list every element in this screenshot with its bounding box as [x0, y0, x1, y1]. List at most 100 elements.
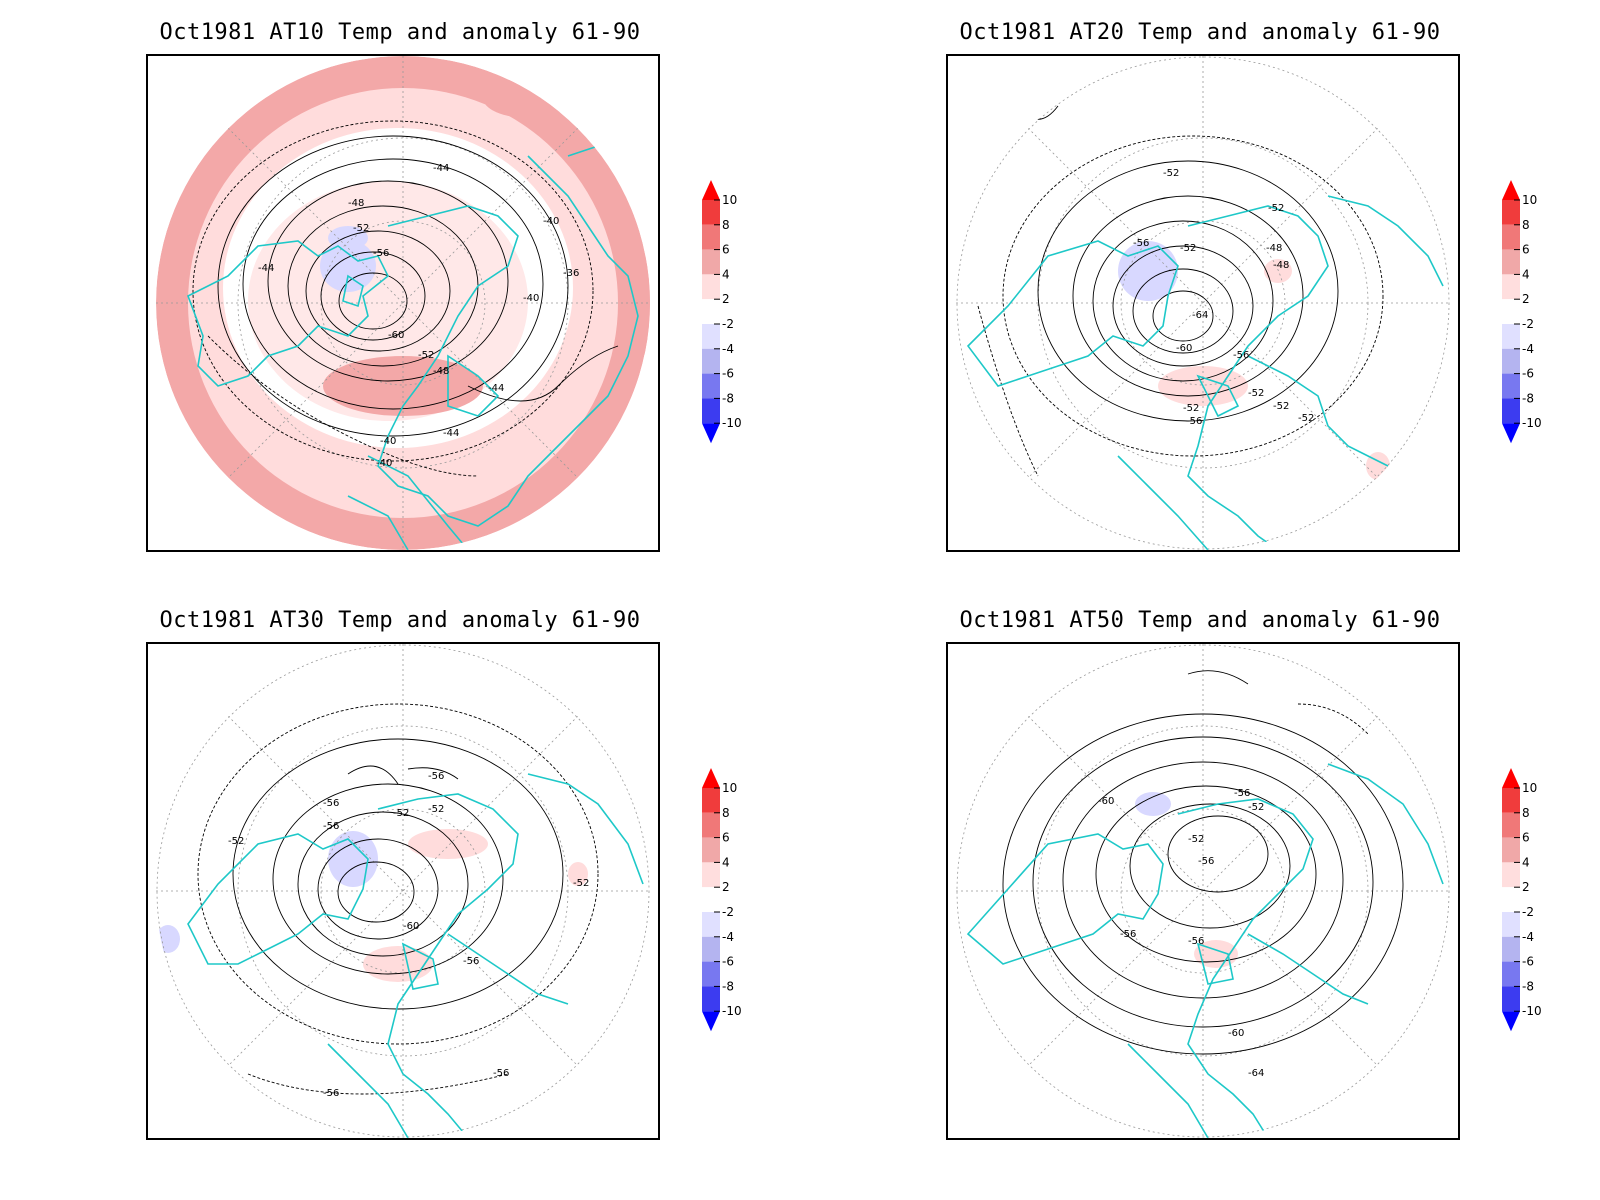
colorbar-swatch — [702, 788, 720, 813]
polar-map: -56 -56 -56 -52 -52 -52 -60 -56 -52 -56 … — [156, 644, 650, 1138]
contour-label: -52 — [393, 808, 409, 819]
colorbar-swatch — [702, 373, 720, 399]
contour-label: -56 — [1186, 416, 1202, 427]
colorbar-swatch — [702, 324, 720, 349]
colorbar-tick-label: -2 — [722, 317, 734, 331]
map-frame: -56 -56 -56 -52 -52 -52 -60 -56 -52 -56 … — [146, 642, 660, 1140]
colorbar-tick-label: 2 — [722, 292, 730, 306]
colorbar-tick-label: 2 — [722, 880, 730, 894]
contour-label: -56 — [323, 798, 339, 809]
colorbar-tick-label: 8 — [1522, 218, 1530, 232]
colorbar-tick-label: 6 — [722, 831, 730, 845]
contour-label: -56 — [1120, 929, 1136, 940]
coastlines — [187, 773, 644, 1138]
colorbar-swatch — [1502, 912, 1520, 937]
isotherms — [1002, 670, 1404, 1055]
panel-title: Oct1981 AT20 Temp and anomaly 61-90 — [959, 20, 1441, 45]
polar-map: -60 -56 -52 -52 -56 -56 -56 -60 -64 — [956, 644, 1450, 1138]
contour-label: -52 — [1248, 388, 1264, 399]
contour-label: -56 — [1133, 238, 1149, 249]
graticule — [956, 56, 1450, 550]
colorbar-swatch — [1502, 862, 1520, 888]
colorbar-swatch — [1502, 986, 1520, 1012]
colorbar-swatch — [702, 224, 720, 250]
colorbar-arrow-bottom — [1502, 1011, 1520, 1032]
colorbar-arrow-bottom — [702, 1011, 720, 1032]
colorbar-swatch — [1502, 348, 1520, 374]
contour-label: -52 — [228, 836, 244, 847]
contour-label: -52 — [1273, 401, 1289, 412]
colorbar-swatch — [702, 348, 720, 374]
contour-labels: -56 -56 -56 -52 -52 -52 -60 -56 -52 -56 … — [228, 771, 589, 1099]
contour-label: -60 — [1228, 1028, 1244, 1039]
colorbar-swatch — [702, 936, 720, 962]
colorbar-swatch — [1502, 373, 1520, 399]
contour-label: -56 — [1234, 788, 1250, 799]
contour-label: -40 — [380, 436, 396, 447]
map-panel-at10: Oct1981 AT10 Temp and anomaly 61-90 — [0, 0, 800, 600]
colorbar-tick-label: -8 — [722, 391, 734, 405]
colorbar-swatch — [1502, 837, 1520, 863]
contour-label: -56 — [323, 1088, 339, 1099]
colorbar-tick-label: 6 — [1522, 243, 1530, 257]
colorbar-tick-label: 6 — [722, 243, 730, 257]
polar-map: -44 -48 -52 -56 -60 -52 -48 -44 -40 -36 … — [156, 56, 650, 550]
colorbar-swatch — [1502, 812, 1520, 838]
colorbar-swatch — [1502, 887, 1520, 912]
contour-label: -44 — [258, 263, 274, 274]
contour-label: -48 — [1273, 260, 1289, 271]
colorbar-tick-label: -6 — [722, 367, 734, 381]
contour-label: -44 — [443, 428, 459, 439]
colorbar-tick-label: -6 — [1522, 955, 1534, 969]
polar-map: -52 -52 -56 -52 -48 -48 -64 -60 -56 -52 … — [956, 56, 1450, 550]
colorbar-tick-label: 4 — [1522, 267, 1530, 281]
contour-label: -56 — [428, 771, 444, 782]
contour-label: -48 — [1266, 243, 1282, 254]
colorbar-swatch — [1502, 936, 1520, 962]
graticule — [956, 644, 1450, 1138]
colorbar-swatch — [1502, 961, 1520, 987]
contour-label: -56 — [1198, 856, 1214, 867]
colorbar-tick-label: 4 — [722, 267, 730, 281]
contour-label: -40 — [523, 293, 539, 304]
colorbar-tick-label: -10 — [722, 416, 742, 430]
coastlines — [186, 145, 649, 550]
colorbar-tick-label: -4 — [1522, 930, 1534, 944]
colorbar-tick-label: 10 — [722, 781, 737, 795]
contour-label: -52 — [418, 350, 434, 361]
contour-label: -52 — [1248, 802, 1264, 813]
colorbar-arrow-bottom — [702, 423, 720, 444]
colorbar-tick-label: 10 — [1522, 193, 1537, 207]
colorbar-tick-label: -8 — [1522, 979, 1534, 993]
colorbar-tick-label: 2 — [1522, 292, 1530, 306]
contour-labels: -60 -56 -52 -52 -56 -56 -56 -60 -64 — [1098, 788, 1264, 1079]
contour-label: -56 — [1233, 350, 1249, 361]
contour-label: -48 — [348, 198, 364, 209]
contour-label: -52 — [353, 223, 369, 234]
colorbar-arrow-top — [1502, 768, 1520, 788]
map-frame: -44 -48 -52 -56 -60 -52 -48 -44 -40 -36 … — [146, 54, 660, 552]
colorbar-swatch — [1502, 274, 1520, 300]
colorbar-tick-label: 6 — [1522, 831, 1530, 845]
colorbar-swatch — [702, 961, 720, 987]
anomaly-cold-patch — [1135, 792, 1171, 816]
contour-label: -36 — [563, 268, 579, 279]
colorbar-arrow-top — [702, 180, 720, 200]
colorbar-tick-label: -10 — [1522, 1004, 1542, 1018]
colorbar-swatch — [702, 299, 720, 324]
contour-labels: -52 -52 -56 -52 -48 -48 -64 -60 -56 -52 … — [1133, 168, 1314, 427]
colorbar-tick-label: 10 — [1522, 781, 1537, 795]
colorbar-tick-label: 8 — [722, 218, 730, 232]
colorbar-tick-label: -6 — [1522, 367, 1534, 381]
contour-label: -60 — [388, 330, 404, 341]
contour-label: -52 — [573, 878, 589, 889]
contour-label: -40 — [543, 216, 559, 227]
colorbar-tick-label: 10 — [722, 193, 737, 207]
contour-label: -52 — [1180, 243, 1196, 254]
colorbar-swatch — [1502, 200, 1520, 225]
panel-title: Oct1981 AT10 Temp and anomaly 61-90 — [159, 20, 641, 45]
colorbar-tick-label: 2 — [1522, 880, 1530, 894]
colorbar-tick-label: -8 — [722, 979, 734, 993]
colorbar-swatch — [1502, 324, 1520, 349]
contour-label: -56 — [323, 821, 339, 832]
